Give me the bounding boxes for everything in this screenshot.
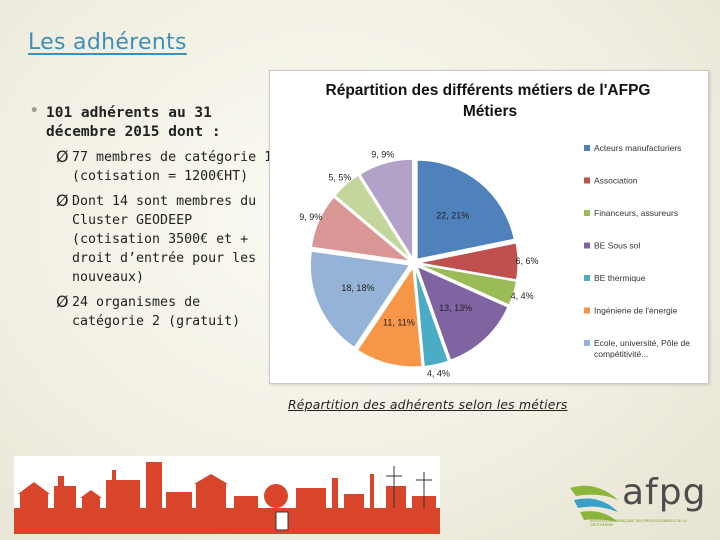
bullet-main-text: 101 adhérents au 31 décembre 2015 dont : [46, 105, 221, 140]
slice-data-label: 11, 11% [383, 317, 415, 327]
pie-slice [310, 196, 412, 262]
pie-slice [418, 242, 519, 281]
legend-swatch [584, 210, 590, 216]
sub-bullet: Ø 24 organismes de catégorie 2 (gratuit) [30, 292, 280, 331]
arrow-bullet-icon: Ø [56, 147, 69, 166]
pie-slice [359, 158, 414, 260]
legend-swatch [584, 340, 590, 346]
sub-bullet-text: Dont 14 sont membres du Cluster GEODEEP … [72, 194, 257, 285]
legend-label: BE Sous sol [594, 241, 640, 251]
bullet-list: • 101 adhérents au 31 décembre 2015 dont… [30, 103, 280, 331]
pie-slice [416, 265, 509, 361]
slice-data-label: 4, 4% [511, 291, 534, 301]
logo-tagline: ASSOCIATION FRANÇAISE DES PROFESSIONNELS… [590, 519, 687, 527]
bullet-dot-icon: • [30, 103, 39, 119]
pie-chart: Répartition des différents métiers de l'… [269, 70, 709, 384]
pie-chart-svg: Répartition des différents métiers de l'… [299, 82, 690, 378]
slice-data-label: 13, 13% [439, 303, 472, 313]
legend-label: Financeurs, assureurs [594, 208, 678, 218]
pie-slice [414, 267, 449, 367]
legend-swatch [584, 307, 590, 314]
industry-banner-image [14, 456, 440, 534]
legend-label: BE thermique [594, 273, 646, 283]
chart-subtitle: Métiers [463, 103, 517, 120]
sub-bullet-text: 77 membres de catégorie 1 (cotisation = … [72, 150, 273, 184]
sub-bullet: Ø Dont 14 sont membres du Cluster GEODEE… [30, 191, 280, 287]
slice-data-label: 6, 6% [515, 256, 538, 266]
slide-title: Les adhérents [28, 30, 187, 55]
legend-label: Ecole, université, Pôle de [594, 338, 690, 348]
slice-data-label: 22, 21% [436, 210, 469, 220]
pie-slice [416, 159, 515, 260]
bullet-main: • 101 adhérents au 31 décembre 2015 dont… [30, 103, 280, 142]
slice-data-label: 9, 9% [299, 212, 322, 222]
legend-label-cont: compétitivité... [594, 349, 648, 359]
legend-label: Association [594, 176, 638, 186]
chart-title: Répartition des différents métiers de l'… [326, 82, 651, 99]
slice-data-label: 18, 18% [341, 283, 374, 293]
pie-slice [309, 250, 411, 348]
chart-caption: Répartition des adhérents selon les méti… [288, 397, 568, 412]
legend-swatch [584, 275, 590, 281]
legend-swatch [584, 145, 590, 151]
legend-label: Ingénierie de l'énergie [594, 306, 678, 316]
arrow-bullet-icon: Ø [56, 292, 69, 311]
pie-slice [356, 266, 423, 368]
slice-data-label: 9, 9% [371, 149, 394, 159]
afpg-logo-icon [570, 485, 618, 522]
legend-label: Acteurs manufacturiers [594, 143, 681, 153]
legend-swatch [584, 242, 590, 249]
arrow-bullet-icon: Ø [56, 191, 69, 210]
sub-bullet-text: 24 organismes de catégorie 2 (gratuit) [72, 295, 241, 329]
pie-slice [418, 263, 517, 306]
slice-data-label: 5, 5% [328, 173, 351, 183]
slice-data-label: 4, 4% [427, 368, 450, 378]
sub-bullet: Ø 77 membres de catégorie 1 (cotisation … [30, 147, 280, 186]
logo-text: afpg [622, 472, 707, 513]
legend-swatch [584, 177, 590, 184]
pie-slice [334, 174, 412, 260]
